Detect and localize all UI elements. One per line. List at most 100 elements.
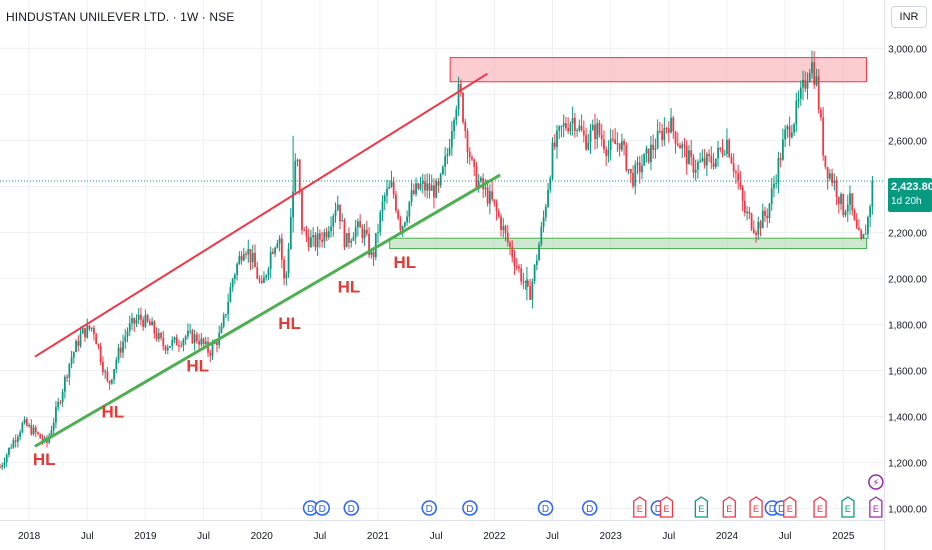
candle-body — [614, 139, 617, 145]
candle-body — [318, 233, 321, 240]
candle-body — [354, 227, 357, 238]
candle-body — [10, 447, 13, 449]
candle-body — [824, 155, 827, 168]
candle-body — [717, 147, 719, 159]
candle-body — [359, 221, 362, 228]
candle-body — [14, 440, 17, 442]
dividend-marker — [421, 500, 437, 516]
candle-body — [269, 251, 272, 270]
candle-body — [93, 327, 95, 335]
candle-body — [526, 280, 529, 287]
candle-body — [79, 333, 82, 346]
earnings-marker-label: E — [663, 504, 669, 514]
candle-body — [752, 229, 755, 233]
candle-body — [30, 425, 33, 435]
candle-body — [104, 371, 107, 373]
candle-body — [866, 217, 869, 234]
candle-body — [815, 76, 818, 85]
candle-body — [497, 211, 500, 217]
x-tick-label: 2021 — [367, 531, 390, 542]
candle-body — [119, 347, 122, 353]
candle-body — [421, 181, 424, 184]
candle-body — [441, 166, 444, 174]
candle-body — [189, 330, 192, 332]
earnings-marker — [869, 496, 883, 518]
candle-body — [777, 158, 780, 184]
candle-body — [151, 321, 154, 326]
dividend-marker — [581, 500, 598, 516]
candle-body — [142, 319, 145, 327]
candle-body — [229, 287, 232, 303]
candle-body — [81, 328, 84, 334]
candle-body — [97, 344, 100, 347]
candle-body — [424, 181, 426, 191]
candle-body — [531, 281, 534, 300]
candle-body — [271, 251, 274, 254]
candle-body — [703, 158, 706, 166]
candle-body — [806, 81, 809, 89]
candle-body — [488, 191, 491, 204]
candle-body — [444, 156, 447, 167]
candle-body — [672, 117, 675, 132]
candle-body — [202, 338, 205, 344]
candle-body — [817, 76, 820, 110]
candle-body — [663, 128, 666, 141]
candle-body — [705, 153, 708, 166]
candle-body — [233, 274, 236, 280]
candle-body — [522, 281, 525, 283]
candle-body — [661, 131, 664, 141]
candle-body — [323, 232, 326, 242]
candle-body — [379, 212, 382, 233]
candle-body — [766, 215, 769, 219]
dividend-marker-label: D — [426, 504, 433, 515]
candle-body — [160, 333, 162, 338]
candle-body — [556, 130, 558, 147]
candle-body — [122, 341, 124, 353]
earnings-marker-label: E — [787, 504, 793, 514]
candle-body — [278, 238, 281, 244]
y-tick-label: 1,800.00 — [888, 320, 927, 331]
candle-body — [551, 142, 554, 178]
candle-body — [374, 233, 377, 258]
candle-body — [124, 336, 127, 342]
candle-body — [63, 376, 66, 392]
candle-body — [518, 266, 520, 269]
candle-body — [786, 126, 789, 130]
candle-body — [148, 321, 151, 326]
candle-body — [683, 144, 686, 146]
candle-body — [846, 204, 849, 212]
candle-body — [779, 158, 782, 160]
candle-body — [88, 325, 91, 329]
candle-body — [242, 253, 245, 261]
candle-body — [795, 100, 798, 125]
candle-body — [245, 253, 247, 255]
candle-body — [195, 334, 198, 342]
candle-body — [833, 180, 836, 184]
candle-body — [365, 229, 368, 234]
currency-button[interactable]: INR — [891, 6, 927, 28]
candle-body — [397, 210, 400, 219]
candle-body — [341, 220, 344, 222]
candle-body — [589, 130, 592, 143]
candle-body — [587, 142, 590, 150]
x-tick-label: 2022 — [483, 531, 506, 542]
candle-body — [746, 211, 749, 213]
candle-body — [419, 183, 422, 189]
candle-body — [757, 221, 760, 235]
candle-body — [858, 227, 860, 231]
candle-body — [674, 131, 677, 144]
candle-body — [370, 252, 373, 255]
candle-body — [696, 161, 699, 170]
candle-body — [392, 181, 395, 195]
candle-body — [153, 321, 156, 334]
earnings-marker-label: E — [637, 504, 643, 514]
candle-body — [558, 126, 561, 131]
y-tick-label: 3,000.00 — [888, 44, 927, 55]
candle-body — [312, 234, 315, 238]
x-tick-label: Jul — [546, 531, 559, 542]
candle-body — [240, 255, 243, 261]
candle-body — [117, 347, 120, 360]
candle-body — [625, 144, 628, 171]
candle-body — [804, 79, 807, 89]
